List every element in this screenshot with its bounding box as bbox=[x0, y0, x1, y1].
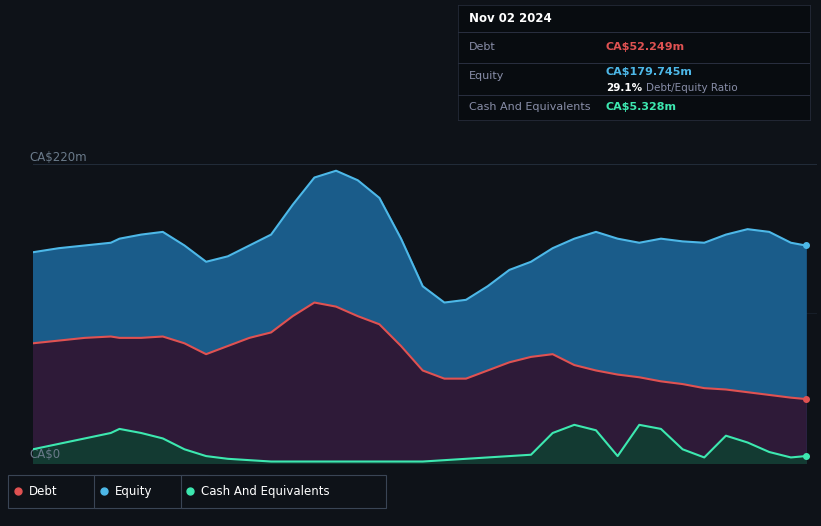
Text: Cash And Equivalents: Cash And Equivalents bbox=[201, 485, 330, 498]
Text: 29.1%: 29.1% bbox=[606, 83, 642, 93]
FancyBboxPatch shape bbox=[94, 474, 208, 508]
Text: Cash And Equivalents: Cash And Equivalents bbox=[469, 103, 590, 113]
Text: CA$52.249m: CA$52.249m bbox=[606, 42, 685, 52]
Text: Debt: Debt bbox=[469, 42, 495, 52]
FancyBboxPatch shape bbox=[8, 474, 108, 508]
Text: Equity: Equity bbox=[469, 72, 504, 82]
Text: Equity: Equity bbox=[115, 485, 153, 498]
Text: Nov 02 2024: Nov 02 2024 bbox=[469, 12, 552, 25]
Text: CA$220m: CA$220m bbox=[29, 151, 86, 164]
Text: CA$0: CA$0 bbox=[29, 448, 60, 461]
Text: CA$5.328m: CA$5.328m bbox=[606, 103, 677, 113]
Text: CA$179.745m: CA$179.745m bbox=[606, 67, 693, 77]
Text: Debt: Debt bbox=[29, 485, 57, 498]
FancyBboxPatch shape bbox=[181, 474, 386, 508]
Text: Debt/Equity Ratio: Debt/Equity Ratio bbox=[646, 83, 738, 93]
